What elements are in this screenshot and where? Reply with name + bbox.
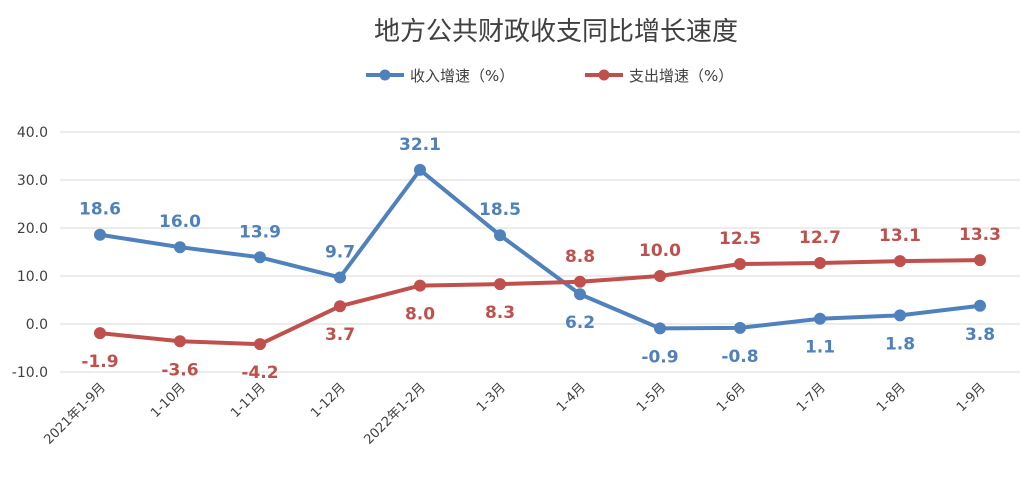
data-point-expenditure	[254, 338, 266, 351]
x-tick-label: 1-12月	[308, 380, 349, 421]
data-label-income: -0.9	[641, 347, 678, 367]
data-label-expenditure: 13.1	[879, 226, 921, 246]
data-label-income: 1.1	[805, 338, 835, 358]
data-point-income	[974, 299, 986, 312]
data-label-expenditure: -1.9	[81, 352, 118, 372]
data-label-expenditure: 8.3	[485, 303, 515, 323]
x-tick-label: 1-7月	[794, 380, 829, 415]
data-point-income	[654, 322, 666, 335]
x-tick-label: 1-8月	[874, 380, 909, 415]
data-labels: 18.6 16.0 13.9 9.7 32.1 18.5 6.2 -0.9 -0.8 1.1 1.8…	[79, 135, 1001, 383]
data-label-expenditure: 12.7	[799, 228, 841, 248]
y-axis-ticks: -10.0 0.0 10.0 20.0 30.0 40.0	[12, 125, 48, 381]
data-point-expenditure	[654, 270, 666, 282]
legend-label-income: 收入增速（%）	[410, 67, 514, 85]
data-point-expenditure	[974, 254, 986, 267]
legend-item-income: 收入增速（%）	[366, 67, 514, 85]
data-point-income	[94, 228, 106, 241]
data-point-expenditure	[174, 335, 186, 348]
data-label-expenditure: 8.8	[565, 247, 595, 267]
data-label-expenditure: -4.2	[241, 363, 278, 383]
x-tick-label: 1-10月	[148, 380, 189, 421]
data-label-expenditure: 13.3	[959, 225, 1001, 245]
chart-title: 地方公共财政收支同比增长速度	[374, 17, 738, 47]
data-point-expenditure	[494, 278, 506, 291]
data-point-income	[334, 271, 346, 284]
data-label-expenditure: 10.0	[639, 241, 681, 261]
y-tick-label: 30.0	[17, 173, 48, 189]
data-point-income	[494, 229, 506, 242]
data-point-expenditure	[334, 300, 346, 313]
series-line-expenditure	[98, 258, 982, 347]
y-tick-label: 0.0	[26, 317, 48, 333]
data-point-expenditure	[574, 275, 586, 288]
data-point-expenditure	[734, 258, 746, 270]
data-label-income: 13.9	[239, 222, 281, 242]
y-tick-label: 10.0	[17, 269, 48, 285]
data-point-expenditure	[94, 327, 106, 340]
x-tick-label: 1-3月	[474, 380, 509, 415]
data-label-income: 3.8	[965, 325, 995, 345]
x-tick-label: 1-11月	[228, 380, 269, 421]
data-label-income: 16.0	[159, 212, 201, 232]
data-label-income: 18.5	[479, 200, 521, 220]
data-label-income: 18.6	[79, 200, 121, 220]
x-tick-label: 2021年1-9月	[41, 380, 108, 447]
data-label-expenditure: 8.0	[405, 305, 435, 325]
gridlines	[60, 131, 1020, 373]
x-tick-label: 1-4月	[554, 380, 589, 415]
data-point-income	[414, 163, 426, 176]
data-point-expenditure	[894, 255, 906, 268]
data-point-income	[814, 312, 826, 325]
data-label-expenditure: 12.5	[719, 229, 761, 249]
x-tick-label: 1-5月	[634, 380, 669, 415]
data-point-income	[574, 288, 586, 301]
legend-item-expenditure: 支出增速（%）	[585, 67, 733, 85]
x-tick-label: 1-6月	[714, 380, 749, 415]
y-tick-label: 40.0	[17, 125, 48, 141]
data-point-expenditure	[414, 279, 426, 292]
data-label-income: 32.1	[399, 135, 441, 155]
x-tick-label: 2022年1-2月	[361, 380, 428, 447]
data-label-income: 6.2	[565, 313, 595, 333]
data-point-income	[254, 251, 266, 264]
y-tick-label: 20.0	[17, 221, 48, 237]
legend: 收入增速（%） 支出增速（%）	[366, 67, 733, 85]
series-line-income	[98, 167, 982, 331]
legend-label-expenditure: 支出增速（%）	[629, 67, 733, 85]
data-label-income: 9.7	[325, 242, 355, 262]
data-label-income: 1.8	[885, 334, 915, 354]
series-layer	[94, 163, 986, 351]
x-tick-label: 1-9月	[954, 380, 989, 415]
data-label-expenditure: 3.7	[325, 325, 355, 345]
data-label-income: -0.8	[721, 347, 758, 367]
data-point-income	[734, 321, 746, 334]
data-label-expenditure: -3.6	[161, 360, 198, 380]
data-point-income	[894, 309, 906, 322]
data-point-expenditure	[814, 257, 826, 270]
x-axis-ticks: 2021年1-9月 1-10月 1-11月 1-12月 2022年1-2月 1-3月 1-4…	[41, 380, 988, 447]
y-tick-label: -10.0	[12, 365, 48, 381]
data-point-income	[174, 241, 186, 254]
